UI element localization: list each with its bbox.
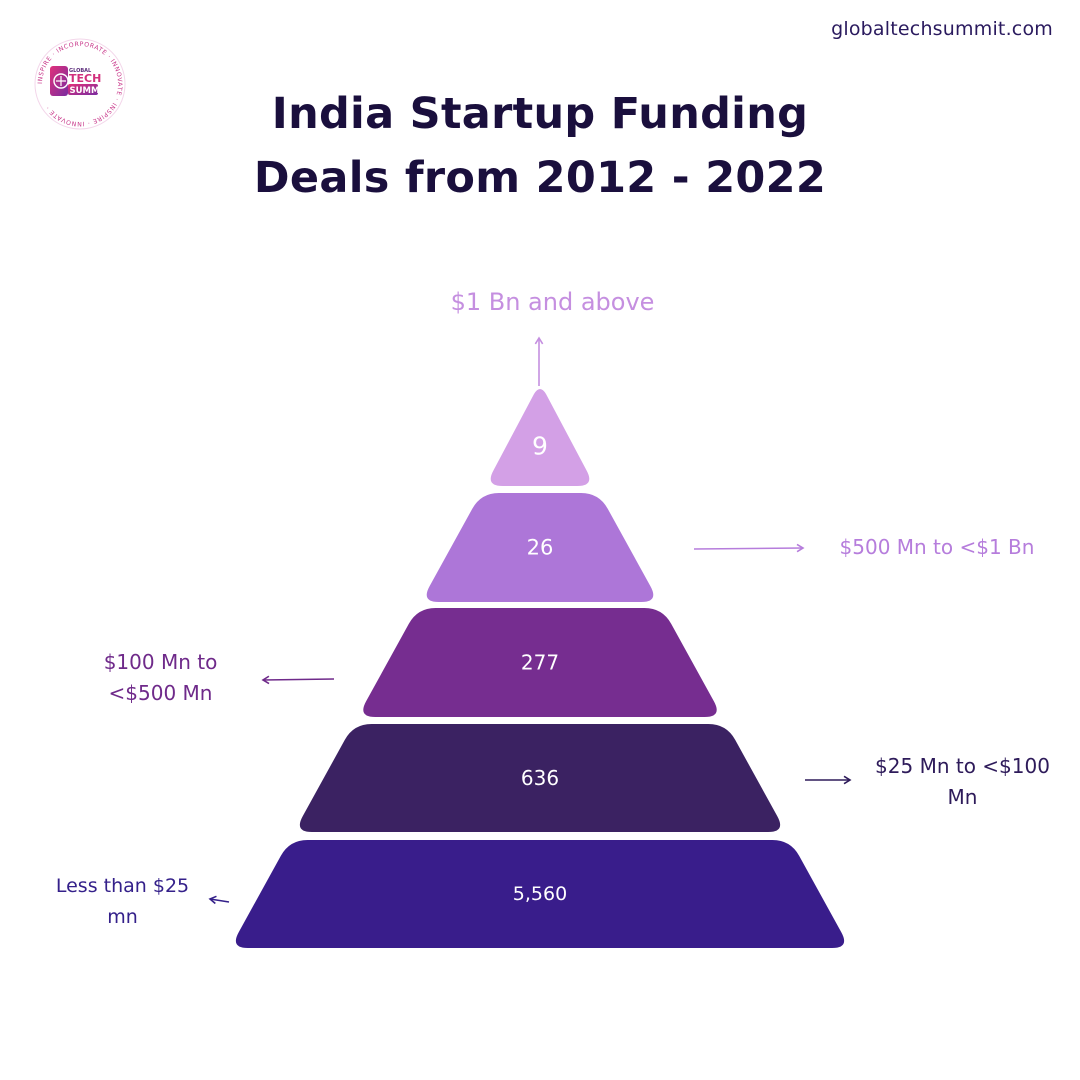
arrow-tier-3 — [261, 675, 335, 685]
pyramid-tier-2 — [426, 493, 654, 602]
logo-word-global: GLOBAL — [69, 68, 92, 74]
tier-value-4: 636 — [521, 766, 559, 790]
tier-label-line: Mn — [947, 785, 978, 809]
tier-value-1: 9 — [532, 432, 548, 461]
tier-label-2: $500 Mn to <$1 Bn — [826, 532, 1048, 563]
tier-value-5: 5,560 — [513, 883, 567, 905]
tier-label-line: $1 Bn and above — [450, 288, 655, 316]
pyramid-tier-4 — [299, 724, 781, 832]
tier-label-3: $100 Mn to <$500 Mn — [78, 647, 243, 709]
tier-label-line: $500 Mn to <$1 Bn — [839, 535, 1035, 559]
title-line-1: India Startup Funding — [271, 89, 809, 139]
logo-word-tech: TECH — [69, 72, 101, 85]
site-url[interactable]: globaltechsummit.com — [831, 18, 1053, 40]
page-title: India Startup Funding Deals from 2012 - … — [0, 82, 1080, 210]
tier-label-line: <$500 Mn — [108, 681, 213, 705]
tier-value-3: 277 — [521, 651, 559, 675]
title-line-2: Deals from 2012 - 2022 — [253, 153, 827, 203]
arrow-tier-4 — [805, 775, 852, 785]
arrow-tier-5 — [208, 895, 230, 905]
tier-label-line: Less than $25 — [55, 875, 190, 897]
tier-label-1: $1 Bn and above — [420, 287, 685, 318]
tier-label-line: mn — [107, 906, 138, 928]
global-tech-summit-logo: INSPIRE · INCORPORATE · INNOVATE · INSPI… — [34, 38, 126, 130]
tier-label-4: $25 Mn to <$100 Mn — [860, 751, 1065, 813]
tier-label-line: $100 Mn to — [103, 650, 218, 674]
tier-value-2: 26 — [527, 536, 554, 560]
logo-word-summit: SUMMIT — [70, 86, 109, 96]
arrow-tier-2 — [693, 543, 805, 553]
tier-label-line: $25 Mn to <$100 — [875, 754, 1050, 778]
tier-label-5: Less than $25 mn — [30, 871, 215, 933]
arrow-tier-1 — [534, 336, 544, 386]
pyramid-tier-5 — [235, 840, 845, 948]
pyramid-tier-3 — [363, 608, 717, 717]
pyramid-tier-1 — [490, 389, 590, 486]
